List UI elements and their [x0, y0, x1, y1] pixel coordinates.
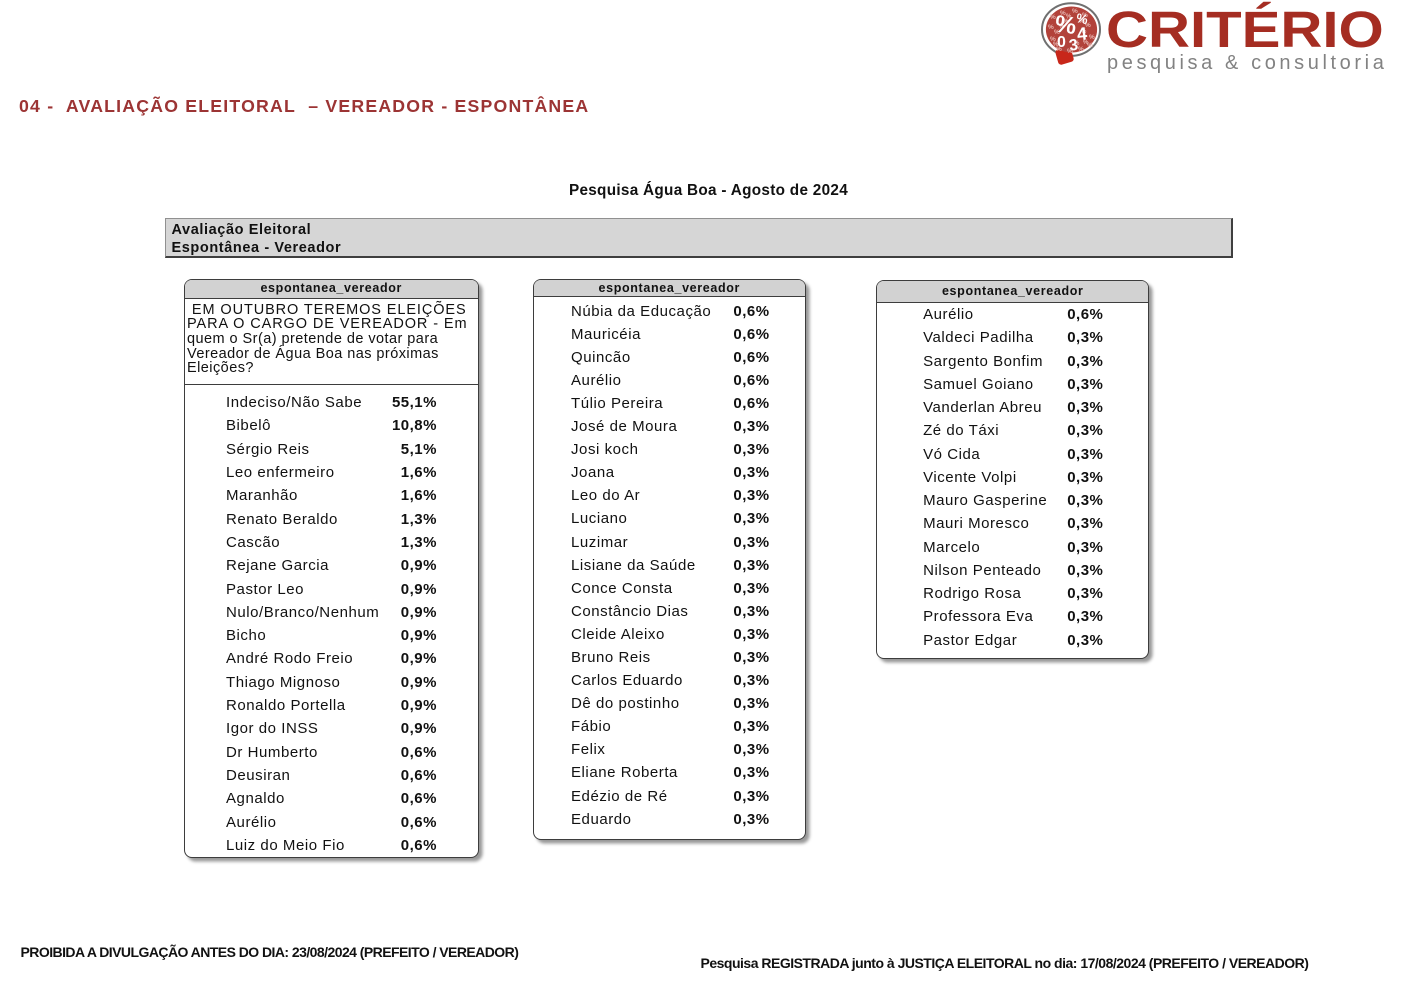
- svg-text:%: %: [1083, 40, 1089, 46]
- svg-text:%: %: [1072, 8, 1078, 15]
- svg-text:%: %: [1081, 29, 1087, 35]
- svg-text:%: %: [1074, 41, 1080, 47]
- svg-text:%: %: [1079, 18, 1085, 25]
- svg-text:%: %: [1056, 46, 1062, 53]
- svg-text:%: %: [1053, 10, 1078, 40]
- svg-text:%: %: [1050, 14, 1056, 21]
- svg-text:%: %: [1053, 42, 1059, 48]
- svg-text:%: %: [1048, 24, 1054, 31]
- svg-text:%: %: [1063, 18, 1069, 25]
- svg-text:%: %: [1075, 10, 1090, 27]
- svg-text:%: %: [1085, 22, 1091, 29]
- svg-text:%: %: [1082, 12, 1088, 19]
- svg-text:%: %: [1060, 10, 1066, 17]
- svg-text:3: 3: [1068, 37, 1079, 55]
- svg-text:%: %: [1078, 46, 1084, 53]
- svg-text:%: %: [1066, 14, 1072, 20]
- svg-text:0: 0: [1057, 34, 1066, 51]
- svg-text:%: %: [1050, 36, 1056, 43]
- svg-text:%: %: [1054, 29, 1060, 36]
- svg-text:%: %: [1087, 42, 1093, 49]
- svg-text:%: %: [1059, 24, 1065, 30]
- svg-text:%: %: [1089, 34, 1095, 41]
- svg-text:4: 4: [1076, 23, 1088, 44]
- svg-text:%: %: [1067, 48, 1073, 55]
